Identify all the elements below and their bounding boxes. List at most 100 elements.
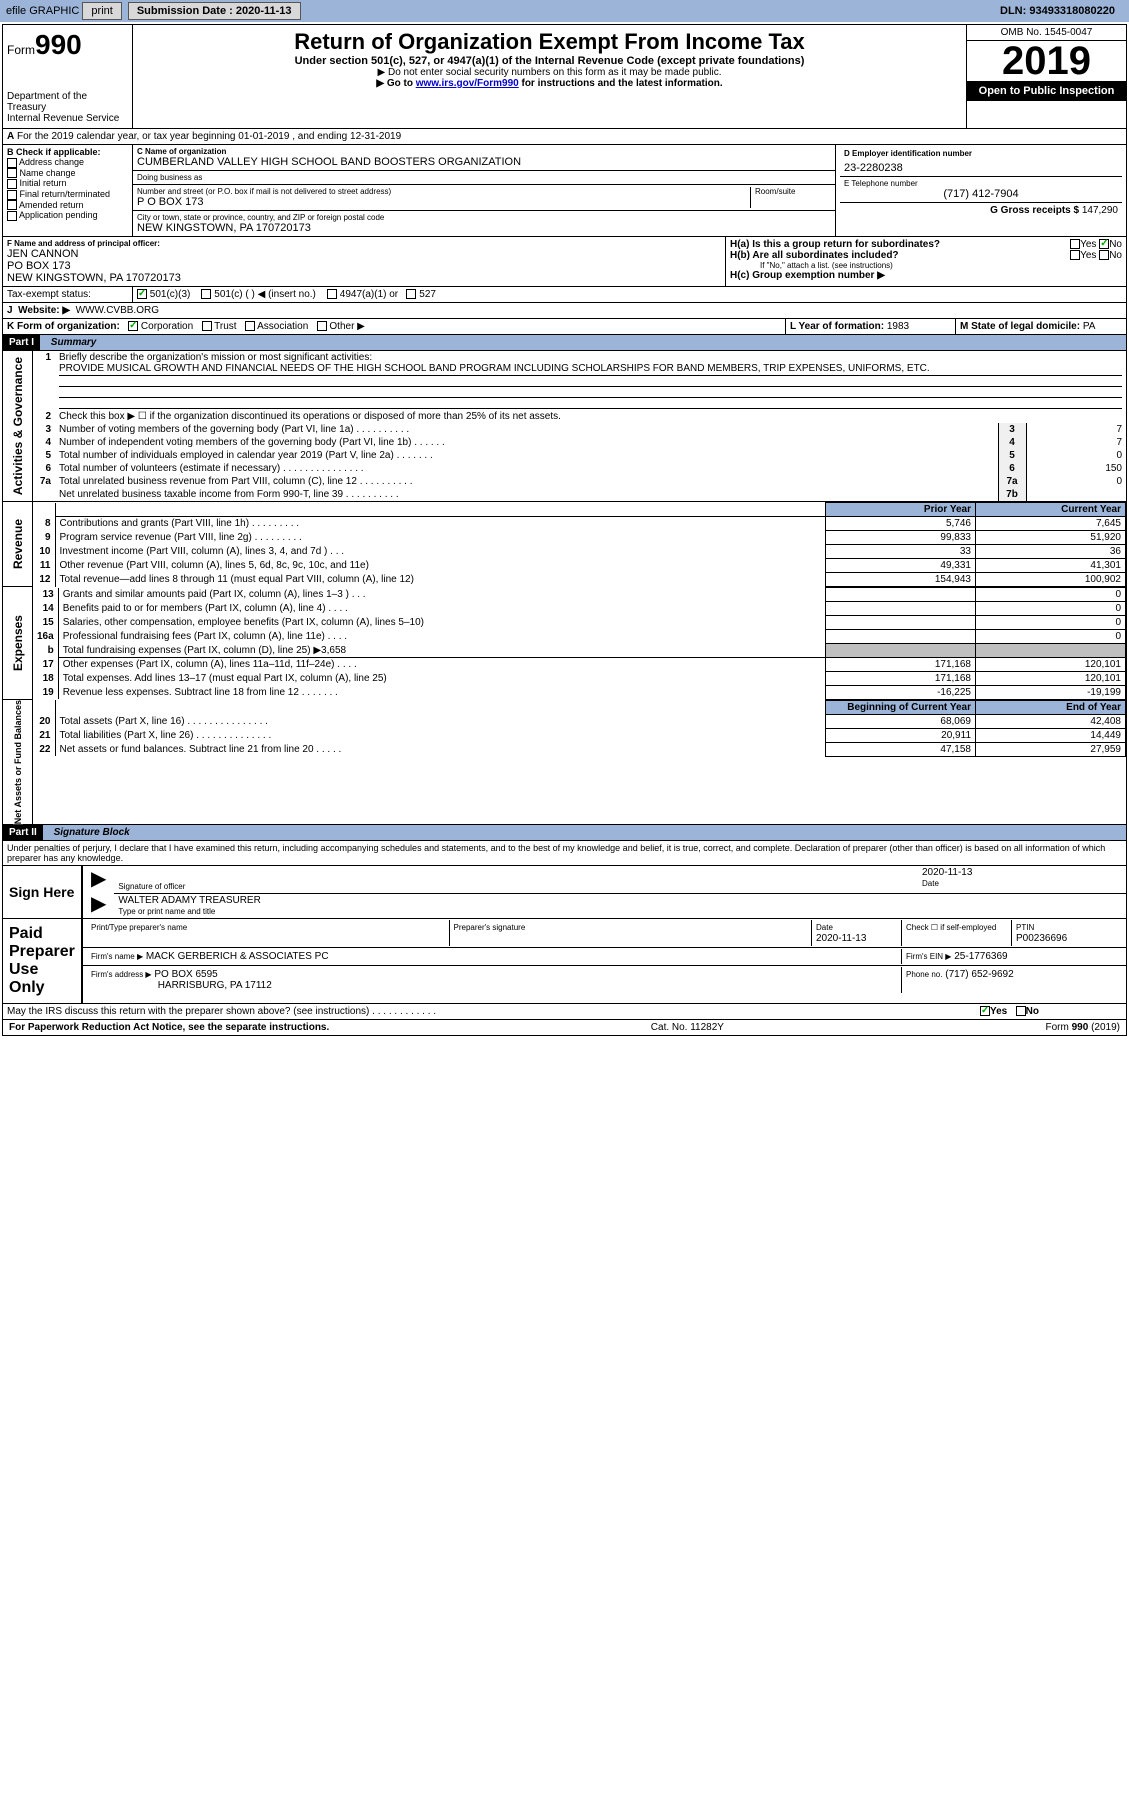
gross-receipts: 147,290 bbox=[1082, 205, 1118, 216]
table-row: 22Net assets or fund balances. Subtract … bbox=[33, 742, 1126, 756]
org-name: CUMBERLAND VALLEY HIGH SCHOOL BAND BOOST… bbox=[137, 156, 831, 168]
website-value: WWW.CVBB.ORG bbox=[76, 305, 159, 316]
section-deg: D Employer identification number 23-2280… bbox=[836, 145, 1126, 236]
section-m: M State of legal domicile: PA bbox=[956, 319, 1126, 334]
dba-label: Doing business as bbox=[137, 173, 831, 182]
arrow-icon: ▶▶ bbox=[83, 866, 114, 918]
h-a: H(a) Is this a group return for subordin… bbox=[730, 239, 1122, 250]
city-state-zip: NEW KINGSTOWN, PA 170720173 bbox=[137, 222, 831, 234]
side-governance: Activities & Governance bbox=[11, 357, 25, 495]
irs-link[interactable]: www.irs.gov/Form990 bbox=[416, 78, 519, 89]
note-link: ▶ Go to www.irs.gov/Form990 for instruct… bbox=[137, 78, 962, 89]
v6: 150 bbox=[1026, 462, 1126, 475]
firm-addr1: PO BOX 6595 bbox=[154, 969, 217, 980]
prep-sig-label: Preparer's signature bbox=[454, 923, 526, 932]
page-footer: For Paperwork Reduction Act Notice, see … bbox=[3, 1020, 1126, 1035]
form-page: Form990 Department of the Treasury Inter… bbox=[2, 24, 1127, 1036]
cb-initial-return[interactable]: Initial return bbox=[7, 178, 128, 189]
table-row: 8Contributions and grants (Part VIII, li… bbox=[33, 517, 1126, 531]
table-row: 11Other revenue (Part VIII, column (A), … bbox=[33, 559, 1126, 573]
v3: 7 bbox=[1026, 423, 1126, 436]
pra-notice: For Paperwork Reduction Act Notice, see … bbox=[9, 1022, 329, 1033]
h-b-note: If "No," attach a list. (see instruction… bbox=[730, 261, 1122, 270]
table-row: 9Program service revenue (Part VIII, lin… bbox=[33, 531, 1126, 545]
cb-address-change[interactable]: Address change bbox=[7, 157, 128, 168]
side-expenses: Expenses bbox=[11, 615, 25, 671]
discuss-answer: Yes No bbox=[976, 1004, 1126, 1019]
table-row: 14Benefits paid to or for members (Part … bbox=[33, 602, 1126, 616]
prep-name-label: Print/Type preparer's name bbox=[91, 923, 187, 932]
q3: Number of voting members of the governin… bbox=[55, 423, 998, 436]
sig-date: 2020-11-13 bbox=[922, 867, 1122, 878]
street-address: P O BOX 173 bbox=[137, 196, 746, 208]
table-row: bTotal fundraising expenses (Part IX, co… bbox=[33, 644, 1126, 658]
phone: (717) 412-7904 bbox=[844, 188, 1118, 200]
note-ssn: ▶ Do not enter social security numbers o… bbox=[137, 67, 962, 78]
gross-label: G Gross receipts $ bbox=[990, 205, 1079, 216]
section-l: L Year of formation: 1983 bbox=[786, 319, 956, 334]
sig-officer-label: Signature of officer bbox=[118, 882, 185, 891]
section-b: B Check if applicable: Address change Na… bbox=[3, 145, 133, 236]
section-c: C Name of organization CUMBERLAND VALLEY… bbox=[133, 145, 836, 236]
paid-preparer-label: Paid Preparer Use Only bbox=[3, 919, 83, 1003]
ptin: P00236696 bbox=[1016, 933, 1067, 944]
net-assets-table: Beginning of Current YearEnd of Year 20T… bbox=[33, 700, 1126, 757]
officer-name-title: WALTER ADAMY TREASURER bbox=[118, 895, 1122, 906]
q2: Check this box ▶ ☐ if the organization d… bbox=[55, 410, 1126, 423]
tax-exempt-options: 501(c)(3) 501(c) ( ) ◀ (insert no.) 4947… bbox=[133, 287, 1126, 302]
table-row: 13Grants and similar amounts paid (Part … bbox=[33, 588, 1126, 602]
table-row: 10Investment income (Part VIII, column (… bbox=[33, 545, 1126, 559]
firm-phone: (717) 652-9692 bbox=[945, 969, 1013, 980]
addr-label: Number and street (or P.O. box if mail i… bbox=[137, 187, 746, 196]
website-label: Website: ▶ bbox=[18, 305, 70, 316]
cat-no: Cat. No. 11282Y bbox=[651, 1022, 724, 1033]
q5: Total number of individuals employed in … bbox=[55, 449, 998, 462]
firm-addr2: HARRISBURG, PA 17112 bbox=[158, 980, 272, 991]
table-row: 12Total revenue—add lines 8 through 11 (… bbox=[33, 573, 1126, 587]
firm-name: MACK GERBERICH & ASSOCIATES PC bbox=[146, 951, 329, 962]
tax-exempt-label: Tax-exempt status: bbox=[3, 287, 133, 302]
table-row: 15Salaries, other compensation, employee… bbox=[33, 616, 1126, 630]
cb-name-change[interactable]: Name change bbox=[7, 168, 128, 179]
declaration: Under penalties of perjury, I declare th… bbox=[3, 841, 1126, 866]
form-number: Form990 bbox=[7, 29, 128, 61]
sign-here-label: Sign Here bbox=[3, 866, 83, 918]
officer-label: F Name and address of principal officer: bbox=[7, 239, 160, 248]
phone-label: E Telephone number bbox=[844, 179, 1118, 188]
print-button[interactable]: print bbox=[82, 2, 121, 20]
prep-date: 2020-11-13 bbox=[816, 933, 866, 944]
table-row: 20Total assets (Part X, line 16) . . . .… bbox=[33, 714, 1126, 728]
firm-ein: 25-1776369 bbox=[954, 951, 1007, 962]
top-toolbar: efile GRAPHIC print Submission Date : 20… bbox=[0, 0, 1129, 22]
officer-addr2: NEW KINGSTOWN, PA 170720173 bbox=[7, 272, 721, 284]
table-row: 16aProfessional fundraising fees (Part I… bbox=[33, 630, 1126, 644]
v7b bbox=[1026, 488, 1126, 501]
expenses-table: 13Grants and similar amounts paid (Part … bbox=[33, 587, 1126, 700]
self-employed-check[interactable]: Check ☐ if self-employed bbox=[906, 923, 996, 932]
officer-name: JEN CANNON bbox=[7, 248, 721, 260]
room-label: Room/suite bbox=[755, 187, 831, 196]
form-title: Return of Organization Exempt From Incom… bbox=[137, 29, 962, 55]
cb-pending[interactable]: Application pending bbox=[7, 210, 128, 221]
side-revenue: Revenue bbox=[11, 519, 25, 569]
cb-final-return[interactable]: Final return/terminated bbox=[7, 189, 128, 200]
h-c: H(c) Group exemption number ▶ bbox=[730, 270, 1122, 281]
dept-label: Department of the Treasury Internal Reve… bbox=[7, 91, 128, 124]
v7a: 0 bbox=[1026, 475, 1126, 488]
part1-header: Part I Summary bbox=[3, 335, 1126, 351]
dln-label: DLN: 93493318080220 bbox=[1000, 5, 1115, 17]
ein: 23-2280238 bbox=[844, 162, 1118, 174]
q7a: Total unrelated business revenue from Pa… bbox=[55, 475, 998, 488]
tax-year: 2019 bbox=[967, 41, 1126, 81]
submission-date: Submission Date : 2020-11-13 bbox=[128, 2, 301, 20]
cb-amended[interactable]: Amended return bbox=[7, 200, 128, 211]
efile-label: efile GRAPHIC bbox=[6, 5, 79, 17]
officer-addr1: PO BOX 173 bbox=[7, 260, 721, 272]
form-subtitle: Under section 501(c), 527, or 4947(a)(1)… bbox=[137, 55, 962, 67]
city-label: City or town, state or province, country… bbox=[137, 213, 831, 222]
part2-header: Part II Signature Block bbox=[3, 825, 1126, 841]
q7b: Net unrelated business taxable income fr… bbox=[55, 488, 998, 501]
h-b: H(b) Are all subordinates included? Yes … bbox=[730, 250, 1122, 261]
mission-text: PROVIDE MUSICAL GROWTH AND FINANCIAL NEE… bbox=[59, 363, 930, 374]
q6: Total number of volunteers (estimate if … bbox=[55, 462, 998, 475]
